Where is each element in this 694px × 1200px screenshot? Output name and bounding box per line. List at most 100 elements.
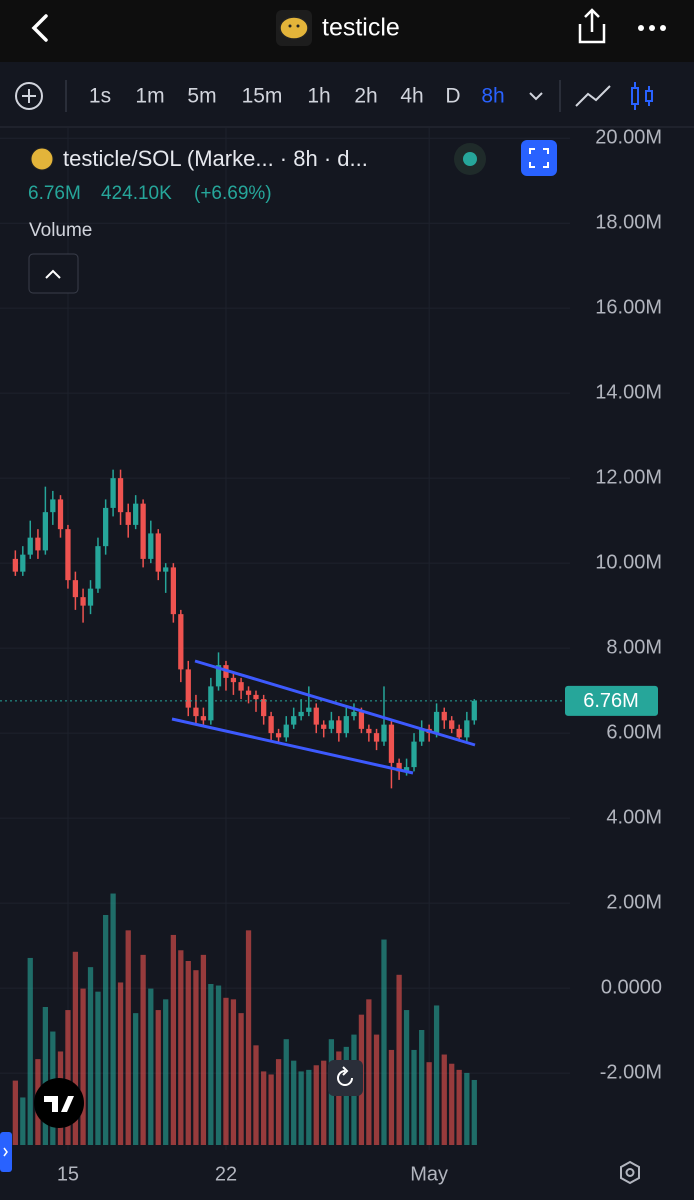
add-button[interactable] — [15, 82, 43, 110]
legend-logo — [30, 147, 54, 171]
volume-bar — [253, 1045, 259, 1145]
volume-bar — [148, 988, 154, 1145]
candle-body — [133, 503, 139, 525]
share-button[interactable] — [578, 8, 606, 44]
timeframe-dropdown[interactable] — [529, 92, 543, 101]
volume-bar — [125, 930, 131, 1145]
volume-bar — [170, 934, 177, 1145]
candle-body — [396, 762, 402, 772]
candle-body — [456, 728, 462, 738]
candle-body — [245, 690, 252, 695]
volume-bar — [291, 1060, 297, 1145]
settings-button[interactable] — [620, 1160, 640, 1185]
timeframe-option[interactable]: 1s — [89, 85, 111, 108]
y-tick-label: 6.00M — [606, 721, 662, 743]
top-bar — [0, 0, 694, 62]
candle-body — [366, 728, 372, 734]
volume-bar — [133, 1013, 139, 1145]
volume-bar — [396, 974, 402, 1145]
trend-line[interactable] — [171, 717, 414, 775]
candle-body — [388, 724, 395, 763]
timeframe-option[interactable]: 8h — [481, 85, 504, 108]
candle-body — [411, 741, 417, 768]
legend-change: (+6.69%) — [194, 183, 272, 204]
timeframe-option[interactable]: 1h — [307, 85, 330, 108]
candle-body — [57, 499, 64, 530]
timeframe-option[interactable]: 4h — [400, 85, 423, 108]
legend-price: 6.76M — [28, 183, 81, 204]
side-panel-tab[interactable] — [0, 1132, 12, 1172]
candle-body — [291, 716, 297, 725]
y-tick-label: 20.00M — [595, 126, 662, 148]
drawing-tool-button[interactable] — [575, 85, 611, 107]
volume-bar — [103, 915, 109, 1145]
y-tick-label: 14.00M — [595, 381, 662, 403]
candle-body — [12, 558, 18, 572]
candle-body — [275, 733, 282, 738]
volume-bar — [449, 1063, 455, 1145]
y-tick-label: 4.00M — [606, 806, 662, 828]
volume-bar — [80, 988, 86, 1145]
logo-eye — [296, 24, 300, 28]
volume-bar — [298, 1071, 304, 1145]
candle-body — [110, 478, 116, 508]
last-price-label: 6.76M — [583, 690, 639, 712]
volume-bar — [185, 961, 191, 1145]
volume-bar — [72, 951, 79, 1145]
candle-body — [140, 503, 146, 559]
volume-bar — [193, 970, 199, 1145]
volume-bar — [261, 1071, 267, 1145]
tradingview-logo[interactable] — [34, 1078, 84, 1128]
collapse-button[interactable] — [28, 253, 79, 294]
y-tick-label: 12.00M — [595, 466, 662, 488]
indicator-name: Volume — [29, 220, 92, 241]
candle-body — [441, 711, 447, 721]
candle-body — [373, 733, 380, 742]
candle-body — [283, 724, 289, 738]
volume-bar — [215, 985, 222, 1145]
volume-bar — [42, 1007, 49, 1145]
volume-bar — [178, 950, 184, 1145]
chart-type-button[interactable] — [631, 82, 653, 110]
candle-body — [193, 707, 199, 717]
trend-line[interactable] — [194, 659, 476, 747]
last-price-badge — [565, 685, 658, 716]
volume-bar — [366, 999, 372, 1145]
volume-bar — [464, 1072, 470, 1145]
volume-bar — [321, 1060, 327, 1145]
volume-bar — [411, 1049, 417, 1145]
volume-bar — [268, 1074, 274, 1145]
timeframe-option[interactable]: 1m — [135, 85, 164, 108]
x-tick-label: 15 — [57, 1163, 79, 1185]
fullscreen-button[interactable] — [521, 140, 557, 176]
candle-body — [358, 711, 365, 729]
volume-bar — [441, 1054, 447, 1145]
candle-body — [27, 537, 33, 555]
more-button[interactable] — [638, 25, 666, 31]
candle-body — [253, 694, 259, 700]
candle-body — [336, 720, 342, 734]
volume-bar — [110, 893, 116, 1145]
volume-bar — [208, 984, 214, 1145]
timeframe-option[interactable]: 5m — [187, 85, 216, 108]
candle-body — [178, 614, 184, 670]
reset-button[interactable] — [328, 1060, 363, 1096]
timeframe-option[interactable]: 15m — [242, 85, 283, 108]
volume-bar — [433, 1005, 440, 1145]
candle-body — [215, 665, 222, 687]
candle-body — [42, 512, 49, 551]
volume-bar — [471, 1079, 477, 1145]
volume-bar — [419, 1030, 425, 1145]
timeframe-option[interactable]: 2h — [354, 85, 377, 108]
candle-body — [403, 767, 410, 772]
candle-body — [261, 699, 267, 717]
candle-body — [419, 728, 425, 742]
back-button[interactable] — [31, 14, 48, 42]
volume-bar — [275, 1059, 282, 1145]
logo-eye — [288, 24, 292, 28]
volume-bar — [403, 1010, 410, 1145]
volume-bar — [87, 967, 94, 1145]
volume-bar — [388, 1049, 395, 1145]
y-tick-label: 18.00M — [595, 211, 662, 233]
timeframe-option[interactable]: D — [445, 85, 460, 108]
